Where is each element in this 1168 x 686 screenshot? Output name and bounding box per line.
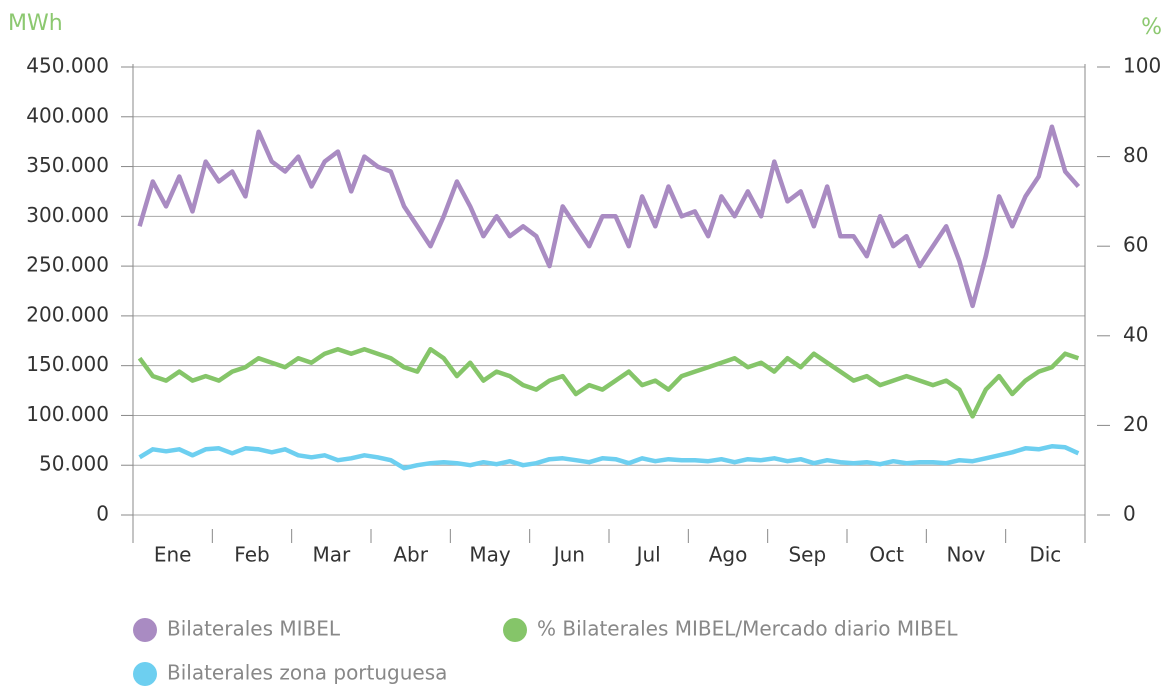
y-tick-label: 0 xyxy=(96,502,109,526)
series-line xyxy=(137,346,1080,419)
y2-tick-label: 40 xyxy=(1123,322,1148,346)
y2-tick-label: 60 xyxy=(1123,233,1148,257)
series-line xyxy=(138,444,1080,471)
x-tick-label: Sep xyxy=(788,543,826,567)
y2-tick-label: 0 xyxy=(1123,502,1136,526)
x-tick-label: Jun xyxy=(552,543,585,567)
x-tick-label: Jul xyxy=(635,543,661,567)
legend-label: Bilaterales MIBEL xyxy=(167,617,341,641)
y-tick-label: 250.000 xyxy=(26,253,109,277)
legend-label: Bilaterales zona portuguesa xyxy=(167,661,447,685)
x-tick-label: Ene xyxy=(154,543,192,567)
y-tick-label: 200.000 xyxy=(26,302,109,326)
x-tick-label: Mar xyxy=(312,543,351,567)
x-tick-label: Ago xyxy=(709,543,748,567)
y-tick-label: 100.000 xyxy=(26,402,109,426)
x-tick-label: May xyxy=(469,543,511,567)
y-tick-label: 150.000 xyxy=(26,352,109,376)
y-tick-label: 350.000 xyxy=(26,153,109,177)
x-tick-label: Abr xyxy=(393,543,428,567)
y-tick-label: 400.000 xyxy=(26,103,109,127)
x-tick-label: Dic xyxy=(1029,543,1061,567)
series-line xyxy=(137,124,1081,309)
legend-marker xyxy=(503,618,527,642)
y2-tick-label: 80 xyxy=(1123,143,1148,167)
y-tick-label: 450.000 xyxy=(26,54,109,78)
y2-tick-label: 100 xyxy=(1123,54,1161,78)
x-tick-label: Nov xyxy=(946,543,985,567)
y2-tick-label: 20 xyxy=(1123,412,1148,436)
legend-marker xyxy=(133,618,157,642)
legend-label: % Bilaterales MIBEL/Mercado diario MIBEL xyxy=(537,617,958,641)
y-axis-label: MWh xyxy=(8,11,63,36)
x-tick-label: Feb xyxy=(234,543,269,567)
x-tick-label: Oct xyxy=(869,543,904,567)
y-tick-label: 300.000 xyxy=(26,203,109,227)
legend-marker xyxy=(133,662,157,686)
y-tick-label: 50.000 xyxy=(39,452,109,476)
y2-axis-label: % xyxy=(1141,15,1162,40)
